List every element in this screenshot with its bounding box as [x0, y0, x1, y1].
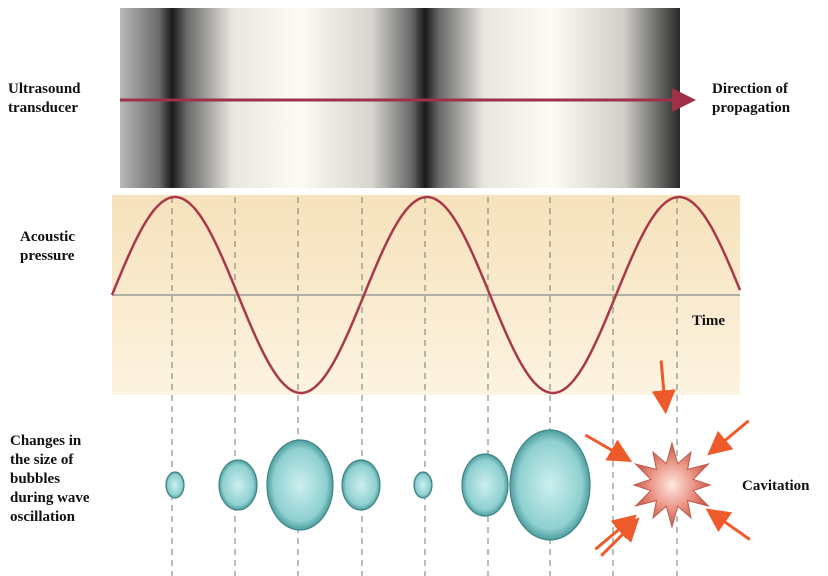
label-line: Changes in [10, 432, 90, 451]
bubble [462, 454, 508, 516]
bubble [267, 440, 333, 530]
cavitation-label: Cavitation [742, 477, 810, 496]
time-label: Time [692, 312, 725, 331]
label-line: during wave [10, 489, 90, 508]
label-line: the size of [10, 451, 90, 470]
pressure-label: Acoustic pressure [20, 228, 75, 266]
transducer-label: Ultrasound transducer [8, 80, 81, 118]
label-line: transducer [8, 99, 81, 118]
label-line: Direction of [712, 80, 790, 99]
bubbles-label: Changes in the size of bubbles during wa… [10, 432, 90, 527]
inward-arrow [712, 421, 749, 452]
inward-arrow [711, 512, 750, 540]
page: Ultrasound transducer Direction of propa… [0, 0, 828, 576]
bubble [510, 430, 590, 540]
bubble [166, 472, 184, 498]
label-line: oscillation [10, 508, 90, 527]
label-line: pressure [20, 247, 75, 266]
bubble [219, 460, 257, 510]
label-line: propagation [712, 99, 790, 118]
ultrasound-band [120, 8, 680, 188]
bubble [414, 472, 432, 498]
diagram [0, 0, 828, 576]
inward-arrow [585, 435, 627, 459]
label-line: bubbles [10, 470, 90, 489]
bubbles [166, 430, 590, 540]
cavitation-burst [634, 443, 710, 527]
direction-label: Direction of propagation [712, 80, 790, 118]
label-line: Ultrasound [8, 80, 81, 99]
label-line: Acoustic [20, 228, 75, 247]
bubble [342, 460, 380, 510]
